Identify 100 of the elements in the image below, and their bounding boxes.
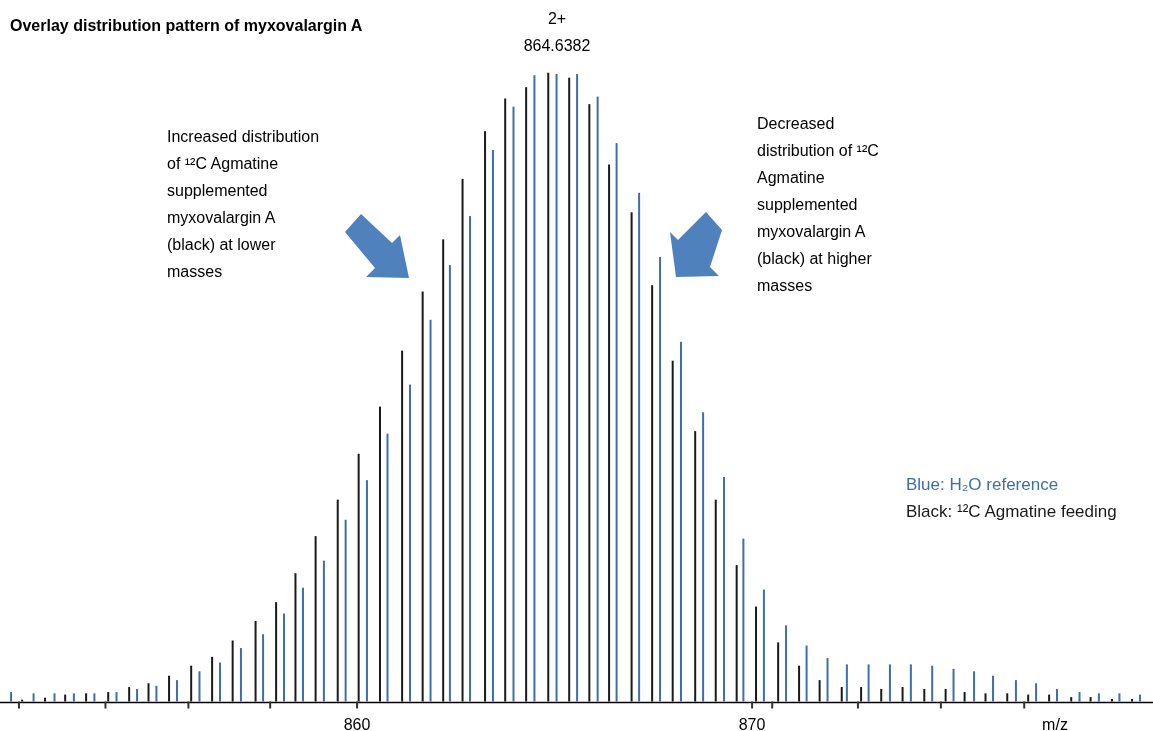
bar	[880, 688, 883, 702]
bar	[301, 587, 304, 702]
bar	[923, 688, 926, 702]
bar	[973, 671, 976, 702]
bar	[931, 665, 934, 702]
bar	[702, 412, 705, 702]
bar	[596, 96, 599, 702]
bar	[448, 265, 451, 702]
bar	[798, 665, 801, 702]
bar	[1048, 694, 1051, 702]
bar	[262, 634, 265, 702]
bar	[1089, 697, 1092, 702]
bar	[1070, 697, 1073, 702]
bar	[322, 560, 325, 702]
text: 2+ 864.6382	[523, 10, 591, 54]
bar	[555, 73, 558, 702]
text: Blue: H₂O reference	[906, 475, 1059, 494]
bar	[755, 606, 758, 702]
bar	[659, 256, 662, 702]
bar	[190, 665, 193, 702]
bar	[107, 692, 110, 702]
bar	[344, 519, 347, 702]
x-tick-label: 860	[343, 715, 371, 731]
bar	[336, 499, 339, 702]
bar	[461, 178, 464, 702]
bar	[992, 675, 995, 702]
bar	[630, 212, 633, 702]
bar	[963, 692, 966, 702]
bar	[909, 664, 912, 702]
bar	[10, 692, 13, 702]
bar	[128, 687, 131, 702]
bar	[136, 688, 139, 702]
bar	[72, 693, 75, 702]
bar	[155, 685, 158, 702]
bar	[845, 664, 848, 702]
bar	[840, 687, 843, 702]
bar	[694, 431, 697, 702]
bar	[944, 688, 947, 702]
bar	[429, 319, 432, 702]
bar	[64, 694, 67, 702]
bar	[254, 621, 257, 702]
bar	[1035, 683, 1038, 702]
bar	[484, 131, 487, 702]
bar	[147, 683, 150, 702]
bar	[219, 662, 222, 702]
bar	[85, 693, 88, 702]
x-axis-title: m/z	[1042, 715, 1068, 731]
bar	[1078, 692, 1081, 702]
bar	[984, 693, 987, 702]
bar	[198, 671, 201, 702]
bar	[867, 664, 870, 702]
bar	[888, 664, 891, 702]
bar	[762, 589, 765, 702]
bar	[365, 480, 368, 702]
bar	[1110, 698, 1113, 702]
bar	[588, 104, 591, 702]
bar	[168, 675, 171, 702]
bar	[1118, 693, 1121, 702]
bar	[679, 341, 682, 702]
bar	[638, 192, 641, 702]
bar	[32, 693, 35, 702]
bar	[512, 106, 515, 702]
bar	[805, 645, 808, 702]
bar	[742, 538, 745, 702]
bar	[608, 164, 611, 702]
bar	[785, 625, 788, 702]
bar	[1027, 694, 1030, 702]
bar	[1097, 693, 1100, 702]
bar	[714, 499, 717, 702]
bar	[175, 680, 178, 702]
bar	[1014, 680, 1017, 702]
bar	[1006, 693, 1009, 702]
bar	[231, 640, 234, 702]
bar	[547, 72, 550, 702]
bar	[442, 239, 445, 702]
bar	[615, 143, 618, 702]
bar	[1131, 698, 1134, 702]
x-tick-label: 870	[738, 715, 766, 731]
bar	[115, 692, 118, 702]
text: Black: ¹²C Agmatine feeding	[906, 502, 1117, 521]
bar	[357, 453, 360, 702]
bar	[239, 648, 242, 702]
bar	[826, 658, 829, 702]
bar	[860, 687, 863, 702]
bar	[671, 360, 674, 702]
bar	[378, 406, 381, 702]
bar	[576, 73, 579, 702]
bar	[44, 697, 47, 702]
bar	[294, 573, 297, 702]
bar	[283, 613, 285, 702]
bar	[952, 668, 955, 702]
bar	[93, 693, 96, 702]
bar	[723, 477, 726, 702]
bar	[53, 693, 56, 702]
bar	[818, 680, 821, 702]
bar	[401, 350, 404, 702]
bar	[735, 565, 738, 702]
bar	[491, 150, 494, 702]
bar	[1056, 688, 1059, 702]
annotation: Decreased distribution of ¹²C Agmatine supplemented myxovalargin A (black) at higher masses	[757, 115, 879, 294]
